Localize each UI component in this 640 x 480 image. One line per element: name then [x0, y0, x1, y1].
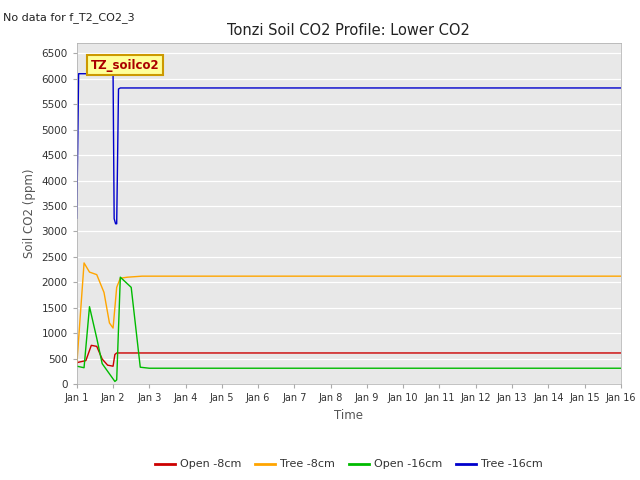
- Title: Tonzi Soil CO2 Profile: Lower CO2: Tonzi Soil CO2 Profile: Lower CO2: [227, 23, 470, 38]
- Legend: Open -8cm, Tree -8cm, Open -16cm, Tree -16cm: Open -8cm, Tree -8cm, Open -16cm, Tree -…: [150, 455, 547, 474]
- Text: No data for f_T2_CO2_3: No data for f_T2_CO2_3: [3, 12, 135, 23]
- X-axis label: Time: Time: [334, 408, 364, 421]
- Text: TZ_soilco2: TZ_soilco2: [90, 59, 159, 72]
- Y-axis label: Soil CO2 (ppm): Soil CO2 (ppm): [23, 169, 36, 258]
